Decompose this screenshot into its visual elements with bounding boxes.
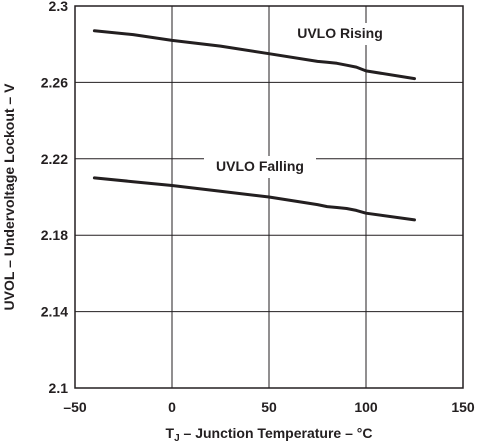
series-layer xyxy=(92,29,416,222)
series-line-uvlo-falling xyxy=(92,176,416,222)
series-label-uvlo-falling: UVLO Falling xyxy=(216,158,304,174)
y-tick-label: 2.26 xyxy=(41,74,68,90)
series-label-uvlo-rising: UVLO Rising xyxy=(297,25,383,41)
y-tick-label: 2.18 xyxy=(41,227,68,243)
series-label-background xyxy=(286,23,392,45)
x-axis-title: TJ – Junction Temperature – °C xyxy=(166,425,373,442)
series-labels: UVLO Rising UVLO Falling xyxy=(204,23,392,178)
series-line-uvlo-rising xyxy=(92,29,416,81)
y-axis-title: UVOL – Undervoltage Lockout – V xyxy=(1,83,17,311)
y-tick-label: 2.14 xyxy=(41,304,68,320)
x-tick-label: 50 xyxy=(261,399,277,415)
tick-labels: –50 0 50 100 150 2.1 2.14 2.18 2.22 2.26 2.3 xyxy=(41,0,475,415)
y-tick-label: 2.1 xyxy=(49,380,69,396)
series-label-background xyxy=(204,156,316,178)
x-tick-label: 0 xyxy=(168,399,176,415)
x-tick-label: –50 xyxy=(63,399,87,415)
plot-frame xyxy=(74,5,464,389)
x-tick-label: 100 xyxy=(354,399,378,415)
y-tick-label: 2.22 xyxy=(41,151,68,167)
x-tick-label: 150 xyxy=(451,399,475,415)
y-tick-label: 2.3 xyxy=(49,0,69,14)
